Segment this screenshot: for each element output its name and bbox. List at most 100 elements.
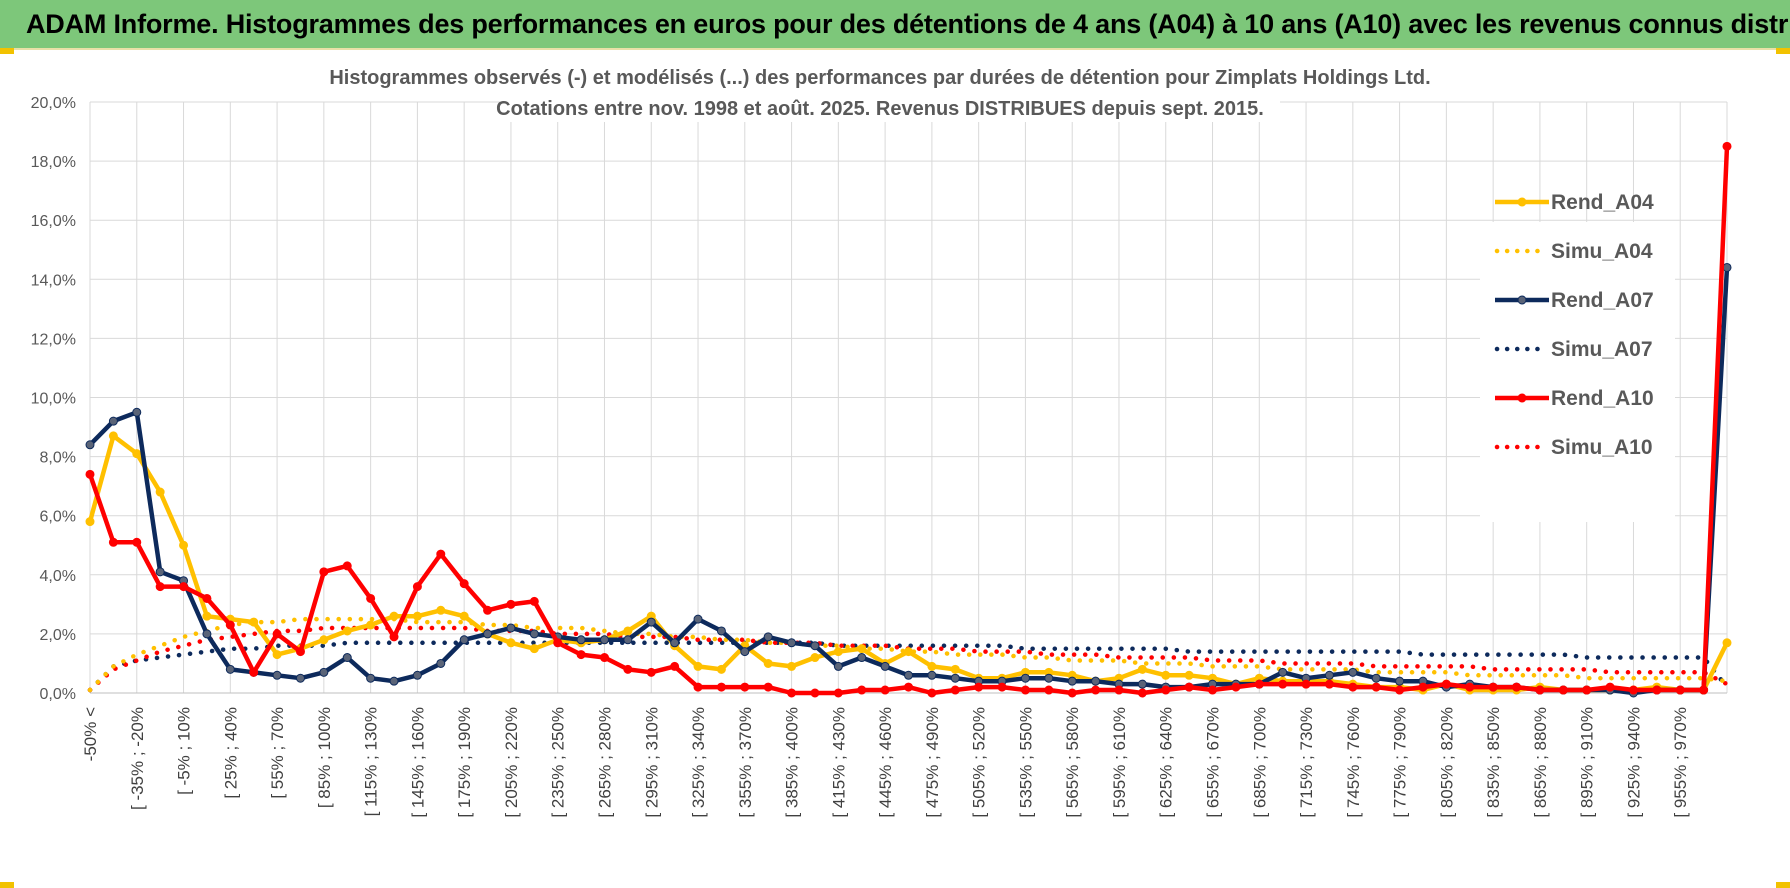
point-Rend_A10 bbox=[693, 682, 703, 692]
point-Rend_A04 bbox=[155, 487, 165, 497]
point-Rend_A10 bbox=[249, 667, 259, 677]
point-Rend_A10 bbox=[342, 561, 352, 571]
point-Rend_A07 bbox=[319, 667, 329, 677]
point-Rend_A10 bbox=[553, 638, 563, 648]
point-Rend_A07 bbox=[225, 664, 235, 674]
y-axis-ticks: 0,0% 2,0% 4,0% 6,0% 8,0% 10,0% 12,0% 14,0% 16,0%… bbox=[31, 95, 76, 703]
point-Rend_A10 bbox=[1091, 685, 1101, 695]
x-tick-label: [ 685% ; 700% bbox=[1250, 707, 1269, 818]
point-Rend_A10 bbox=[1137, 688, 1147, 698]
point-Rend_A10 bbox=[599, 653, 609, 663]
point-Rend_A07 bbox=[272, 670, 282, 680]
x-tick-label: [ 775% ; 790% bbox=[1391, 707, 1410, 818]
point-Rend_A10 bbox=[506, 599, 516, 609]
point-Rend_A10 bbox=[1348, 682, 1358, 692]
point-Rend_A07 bbox=[880, 661, 890, 671]
point-Rend_A04 bbox=[904, 647, 913, 657]
y-tick-label: 10,0% bbox=[31, 391, 76, 408]
point-Rend_A10 bbox=[202, 593, 212, 603]
x-tick-label: [ 895% ; 910% bbox=[1578, 707, 1597, 818]
x-tick-label: [ 295% ; 310% bbox=[642, 707, 661, 818]
point-Rend_A04 bbox=[412, 611, 422, 621]
point-Rend_A10 bbox=[436, 549, 446, 559]
point-Rend_A10 bbox=[1184, 682, 1194, 692]
y-tick-label: 8,0% bbox=[40, 450, 76, 467]
point-Rend_A04 bbox=[857, 644, 867, 654]
point-Rend_A10 bbox=[974, 682, 984, 692]
point-Rend_A10 bbox=[1020, 685, 1030, 695]
frame-corner-bottom-right bbox=[1776, 882, 1790, 888]
point-Rend_A10 bbox=[1558, 685, 1568, 695]
point-Rend_A10 bbox=[1605, 682, 1615, 692]
legend-label-Rend_A07: Rend_A07 bbox=[1551, 289, 1654, 312]
x-tick-label: [ 925% ; 940% bbox=[1624, 707, 1643, 818]
legend-label-Simu_A04: Simu_A04 bbox=[1551, 240, 1653, 263]
chart-title: Histogrammes observés (-) et modélisés (… bbox=[329, 67, 1430, 89]
point-Rend_A07 bbox=[459, 635, 469, 645]
point-Rend_A10 bbox=[272, 629, 282, 639]
x-tick-label: [ 865% ; 880% bbox=[1531, 707, 1550, 818]
point-Rend_A07 bbox=[1722, 262, 1732, 272]
chart-grid bbox=[89, 101, 1728, 694]
point-Rend_A04 bbox=[389, 611, 399, 621]
point-Rend_A04 bbox=[810, 653, 820, 663]
x-tick-label: [ 175% ; 190% bbox=[455, 707, 474, 818]
point-Rend_A04 bbox=[1161, 670, 1171, 680]
frame-corner-top-right bbox=[1776, 48, 1790, 54]
point-Rend_A10 bbox=[716, 682, 726, 692]
point-Rend_A10 bbox=[1652, 685, 1662, 695]
x-tick-label: [ 745% ; 760% bbox=[1344, 707, 1363, 818]
point-Rend_A10 bbox=[833, 688, 843, 698]
point-Rend_A07 bbox=[436, 658, 446, 668]
point-Rend_A04 bbox=[787, 661, 797, 671]
point-Rend_A07 bbox=[693, 614, 703, 624]
point-Rend_A10 bbox=[108, 537, 118, 547]
point-Rend_A10 bbox=[1441, 679, 1451, 689]
point-Rend_A07 bbox=[1348, 667, 1358, 677]
point-Rend_A10 bbox=[1488, 682, 1498, 692]
point-Rend_A07 bbox=[1067, 676, 1077, 686]
point-Rend_A10 bbox=[740, 682, 750, 692]
point-Rend_A10 bbox=[1324, 679, 1334, 689]
point-Rend_A07 bbox=[646, 617, 656, 627]
point-Rend_A10 bbox=[810, 688, 820, 698]
point-Rend_A07 bbox=[108, 416, 118, 426]
point-Rend_A07 bbox=[810, 641, 820, 651]
point-Rend_A07 bbox=[202, 629, 212, 639]
point-Rend_A04 bbox=[1137, 664, 1147, 674]
legend-marker-Rend_A10 bbox=[1517, 393, 1527, 403]
point-Rend_A10 bbox=[1301, 679, 1311, 689]
point-Rend_A10 bbox=[1699, 685, 1709, 695]
y-tick-label: 14,0% bbox=[31, 272, 76, 289]
point-Rend_A04 bbox=[927, 661, 937, 671]
point-Rend_A07 bbox=[483, 629, 493, 639]
legend-label-Rend_A04: Rend_A04 bbox=[1551, 191, 1654, 214]
x-tick-label: [ 715% ; 730% bbox=[1297, 707, 1316, 818]
x-tick-label: [ 55% ; 70% bbox=[268, 707, 287, 799]
point-Rend_A07 bbox=[1324, 670, 1334, 680]
point-Rend_A07 bbox=[904, 670, 913, 680]
series-line-Simu_A07 bbox=[87, 640, 1730, 693]
point-Rend_A10 bbox=[1722, 141, 1732, 151]
chart-area: 0,0% 2,0% 4,0% 6,0% 8,0% 10,0% 12,0% 14,0% 16,0%… bbox=[0, 50, 1790, 888]
x-tick-label: [ 955% ; 970% bbox=[1671, 707, 1690, 818]
point-Rend_A10 bbox=[880, 685, 890, 695]
y-tick-label: 16,0% bbox=[31, 213, 76, 230]
point-Rend_A10 bbox=[319, 567, 329, 577]
point-Rend_A07 bbox=[599, 635, 609, 645]
point-Rend_A10 bbox=[295, 647, 305, 657]
chart-subtitle: Cotations entre nov. 1998 et août. 2025.… bbox=[496, 98, 1264, 120]
point-Rend_A10 bbox=[997, 682, 1007, 692]
point-Rend_A10 bbox=[1067, 688, 1077, 698]
point-Rend_A07 bbox=[623, 635, 633, 645]
x-axis-ticks: -50% < [ -35% ; -20% [ -5% ; 10% [ 25% ; 40… bbox=[81, 707, 1690, 818]
point-Rend_A07 bbox=[1278, 667, 1288, 677]
point-Rend_A07 bbox=[132, 407, 142, 417]
point-Rend_A10 bbox=[787, 688, 797, 698]
point-Rend_A10 bbox=[412, 582, 422, 592]
x-tick-label: [ 205% ; 220% bbox=[502, 707, 521, 818]
point-Rend_A10 bbox=[529, 596, 539, 606]
y-tick-label: 0,0% bbox=[40, 686, 76, 703]
series-line-Simu_A04 bbox=[87, 616, 1730, 693]
point-Rend_A04 bbox=[319, 635, 329, 645]
